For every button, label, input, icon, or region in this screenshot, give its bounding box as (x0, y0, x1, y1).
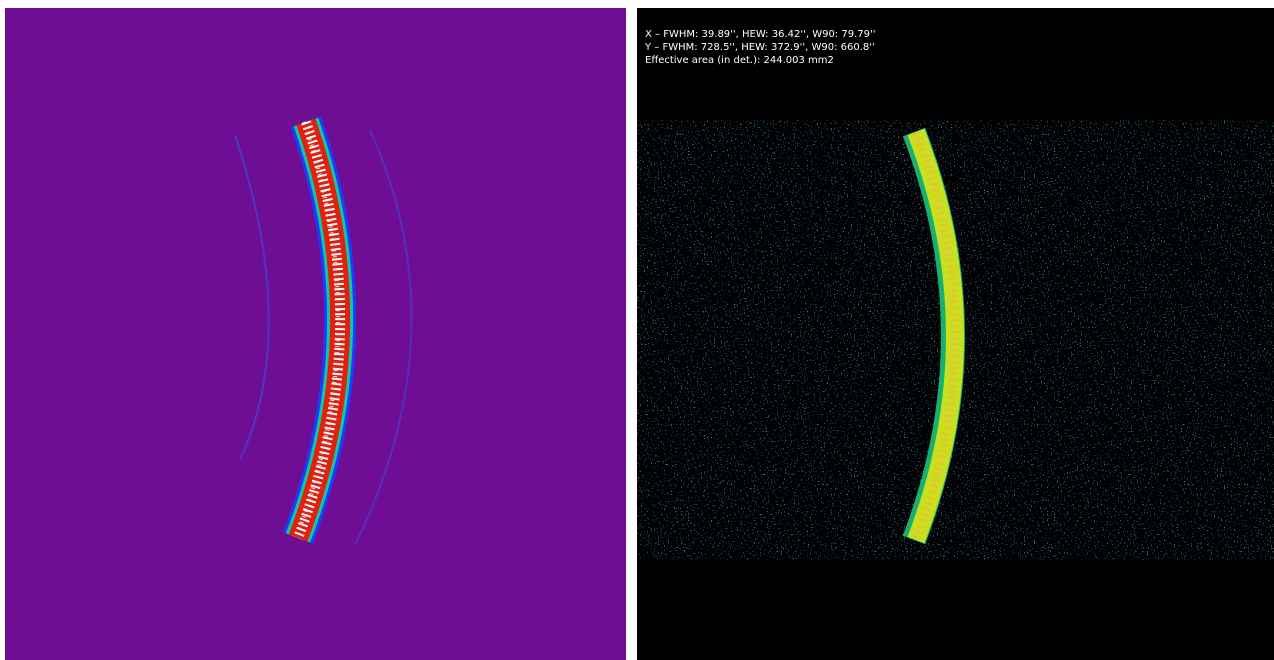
arc-core (907, 128, 964, 544)
ghost-arc (234, 134, 270, 461)
ghost-arc (354, 129, 413, 546)
left-noise (5, 8, 626, 660)
annotation-line: X – FWHM: 39.89'', HEW: 36.42'', W90: 79… (645, 29, 875, 40)
annotation-line: Effective area (in det.): 244.003 mm2 (645, 55, 834, 66)
annotation-line: Y – FWHM: 728.5'', HEW: 372.9'', W90: 66… (644, 42, 875, 53)
arc-speckles (293, 120, 346, 540)
